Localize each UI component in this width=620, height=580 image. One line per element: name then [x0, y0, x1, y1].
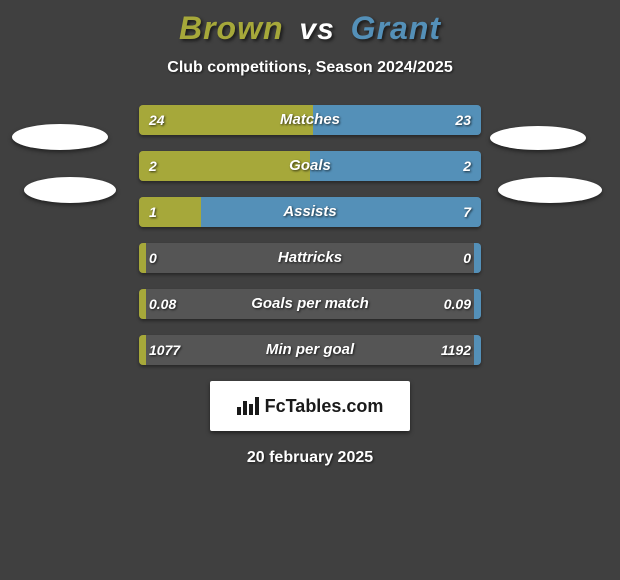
- stat-value-right: 7: [463, 197, 471, 227]
- stat-bar: Goals per match0.08 0.09: [139, 289, 481, 319]
- stat-value-left: 24: [149, 105, 165, 135]
- stat-label: Assists: [139, 197, 481, 227]
- stat-bar: Assists1 7: [139, 197, 481, 227]
- stat-value-right: 1192: [441, 335, 471, 365]
- avatar-left-2: [24, 177, 116, 203]
- chart-icon: [237, 397, 259, 415]
- stat-bar: Goals2 2: [139, 151, 481, 181]
- stat-label: Goals per match: [139, 289, 481, 319]
- stat-bar: Min per goal1077 1192: [139, 335, 481, 365]
- stat-label: Goals: [139, 151, 481, 181]
- stat-value-left: 1077: [149, 335, 180, 365]
- page-title: Brown vs Grant: [0, 0, 620, 47]
- title-player-2: Grant: [351, 10, 441, 46]
- stat-label: Matches: [139, 105, 481, 135]
- avatar-right-1: [490, 126, 586, 150]
- title-vs: vs: [299, 13, 334, 46]
- stat-bar: Matches24 23: [139, 105, 481, 135]
- stat-bar: Hattricks0 0: [139, 243, 481, 273]
- logo-text: FcTables.com: [265, 396, 384, 417]
- subtitle: Club competitions, Season 2024/2025: [0, 59, 620, 77]
- stat-bars: Matches24 23 Goals2 2 Assists1 7 Hattricks0 0 Go…: [139, 105, 481, 365]
- stat-label: Min per goal: [139, 335, 481, 365]
- stat-value-left: 2: [149, 151, 157, 181]
- stat-value-right: 0.09: [444, 289, 471, 319]
- stat-value-left: 0.08: [149, 289, 176, 319]
- content-area: Matches24 23 Goals2 2 Assists1 7 Hattricks0 0 Go…: [0, 105, 620, 467]
- stat-value-right: 2: [463, 151, 471, 181]
- stat-label: Hattricks: [139, 243, 481, 273]
- avatar-right-2: [498, 177, 602, 203]
- avatar-left-1: [12, 124, 108, 150]
- fctables-logo[interactable]: FcTables.com: [210, 381, 410, 431]
- stat-value-left: 0: [149, 243, 157, 273]
- stat-value-right: 23: [455, 105, 471, 135]
- date-line: 20 february 2025: [0, 449, 620, 467]
- stat-value-left: 1: [149, 197, 157, 227]
- title-player-1: Brown: [179, 10, 284, 46]
- stat-value-right: 0: [463, 243, 471, 273]
